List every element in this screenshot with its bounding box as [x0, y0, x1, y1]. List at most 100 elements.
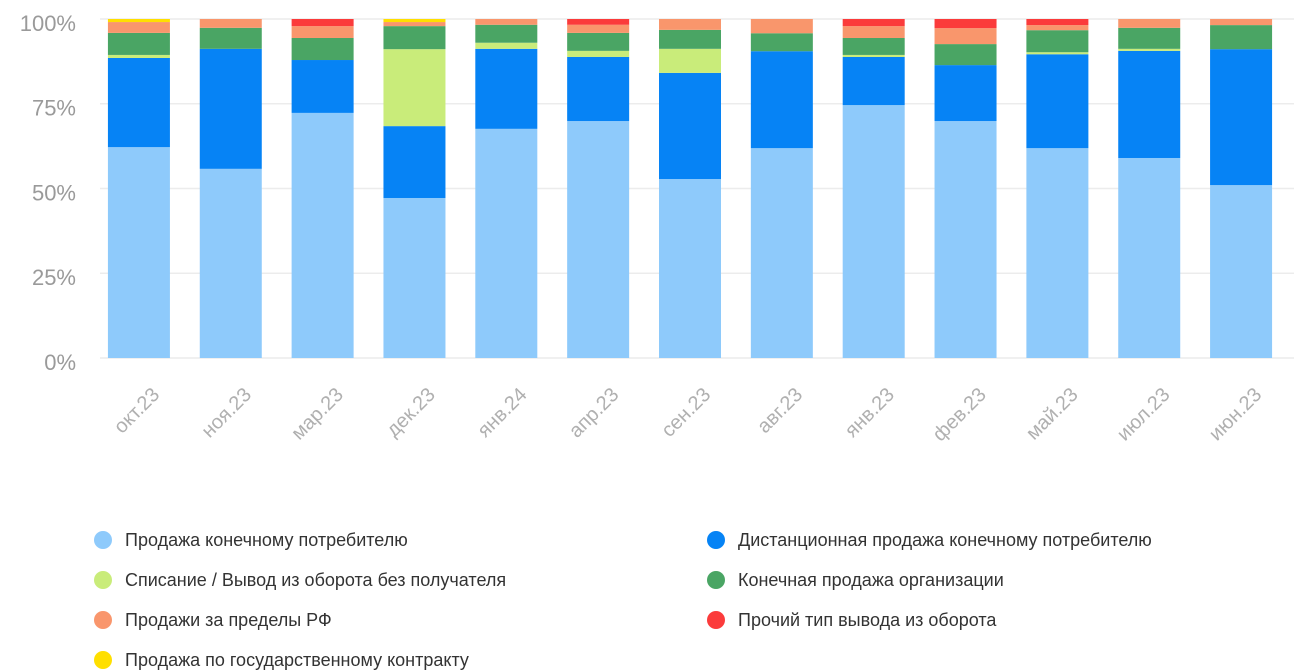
x-tick-label: ноя.23 — [197, 384, 256, 443]
bar-segment — [291, 19, 354, 27]
bar-segment — [842, 26, 905, 38]
bar-segment — [934, 65, 997, 122]
bar-segment — [1026, 148, 1089, 358]
y-tick-label: 25% — [32, 265, 76, 290]
legend-label: Списание / Вывод из оборота без получате… — [125, 570, 506, 590]
bar-segment — [291, 60, 354, 113]
bar-segment — [934, 44, 997, 66]
bar-segment — [750, 33, 813, 52]
bar-segment — [199, 168, 262, 358]
bar-segment — [842, 105, 905, 358]
bar-segment — [750, 51, 813, 149]
bar-segment — [199, 19, 262, 28]
legend-marker — [94, 571, 112, 589]
bar-segment — [659, 19, 721, 30]
bar-segment — [842, 37, 905, 55]
bar-segment — [1118, 48, 1181, 51]
legend-label: Продажа конечному потребителю — [125, 530, 408, 550]
legend-marker — [94, 611, 112, 629]
legend-marker — [94, 531, 112, 549]
bar-segment — [1210, 25, 1273, 50]
bar-segment — [567, 19, 630, 25]
y-tick-label: 100% — [20, 11, 76, 36]
bar-segment — [1210, 19, 1273, 26]
bar-segment — [1026, 25, 1089, 31]
x-tick-label: апр.23 — [565, 384, 624, 443]
bar-segment — [842, 54, 905, 57]
bar-segment — [567, 121, 630, 358]
bar-segment — [1026, 52, 1089, 55]
bar-segment — [107, 32, 170, 55]
bar-segment — [659, 48, 721, 73]
legend-label: Дистанционная продажа конечному потребит… — [738, 530, 1152, 550]
bar-segment — [291, 26, 354, 38]
bar-segment — [107, 22, 170, 33]
bar-segment — [934, 19, 997, 29]
bar-segment — [383, 49, 446, 127]
bar-segment — [107, 19, 170, 23]
x-tick-label: янв.24 — [473, 384, 531, 442]
x-tick-label: дек.23 — [382, 384, 440, 442]
bar-segment — [199, 27, 262, 49]
bar-segment — [107, 54, 170, 58]
bar-segment — [383, 197, 446, 358]
x-tick-label: мар.23 — [287, 384, 348, 445]
x-tick-label: июн.23 — [1205, 384, 1267, 446]
bar-segment — [567, 56, 630, 122]
bar-segment — [107, 147, 170, 358]
bar-segment — [1026, 19, 1089, 26]
bar-segment — [475, 48, 538, 129]
x-tick-label: янв.23 — [841, 384, 899, 442]
bar-segment — [475, 19, 538, 25]
y-tick-label: 50% — [32, 180, 76, 205]
bar-segment — [567, 50, 630, 57]
bar-segment — [659, 29, 721, 49]
bar-segment — [291, 112, 354, 358]
legend-label: Продажа по государственному контракту — [125, 650, 469, 670]
bar-segment — [1026, 30, 1089, 53]
bar-segment — [567, 24, 630, 33]
bar-segment — [1118, 27, 1181, 49]
bar-segment — [934, 28, 997, 45]
bar-segment — [1210, 49, 1273, 186]
bar-segment — [750, 148, 813, 358]
bar-segment — [383, 26, 446, 50]
bar-segment — [1210, 185, 1273, 358]
bar-segment — [842, 56, 905, 106]
bar-segment — [934, 121, 997, 358]
bar-segment — [659, 72, 721, 180]
bar-segment — [475, 24, 538, 43]
bar-segment — [750, 19, 813, 34]
bar-segment — [567, 32, 630, 51]
legend-label: Прочий тип вывода из оборота — [738, 610, 997, 630]
bar-segment — [1026, 54, 1089, 149]
legend-marker — [707, 531, 725, 549]
legend-marker — [707, 571, 725, 589]
bar-segment — [383, 22, 446, 27]
bar-segment — [1118, 19, 1181, 28]
bar-segment — [475, 128, 538, 358]
legend-marker — [707, 611, 725, 629]
x-tick-label: июл.23 — [1113, 384, 1175, 446]
bar-segment — [107, 57, 170, 148]
x-tick-label: май.23 — [1022, 384, 1083, 445]
legend-label: Конечная продажа организации — [738, 570, 1004, 590]
bar-segment — [842, 19, 905, 27]
bar-segment — [291, 37, 354, 61]
legend-marker — [94, 651, 112, 669]
bar-segment — [475, 42, 538, 49]
x-tick-label: сен.23 — [657, 384, 715, 442]
bar-segment — [1118, 50, 1181, 158]
y-tick-label: 75% — [32, 96, 76, 121]
bar-segment — [383, 19, 446, 23]
bar-segment — [199, 48, 262, 169]
x-tick-label: фев.23 — [929, 384, 991, 446]
y-tick-label: 0% — [44, 350, 76, 375]
bar-segment — [659, 179, 721, 358]
bar-segment — [383, 126, 446, 198]
bar-segment — [1118, 157, 1181, 358]
x-tick-label: окт.23 — [110, 384, 164, 438]
legend-label: Продажи за пределы РФ — [125, 610, 332, 630]
x-tick-label: авг.23 — [753, 384, 807, 438]
